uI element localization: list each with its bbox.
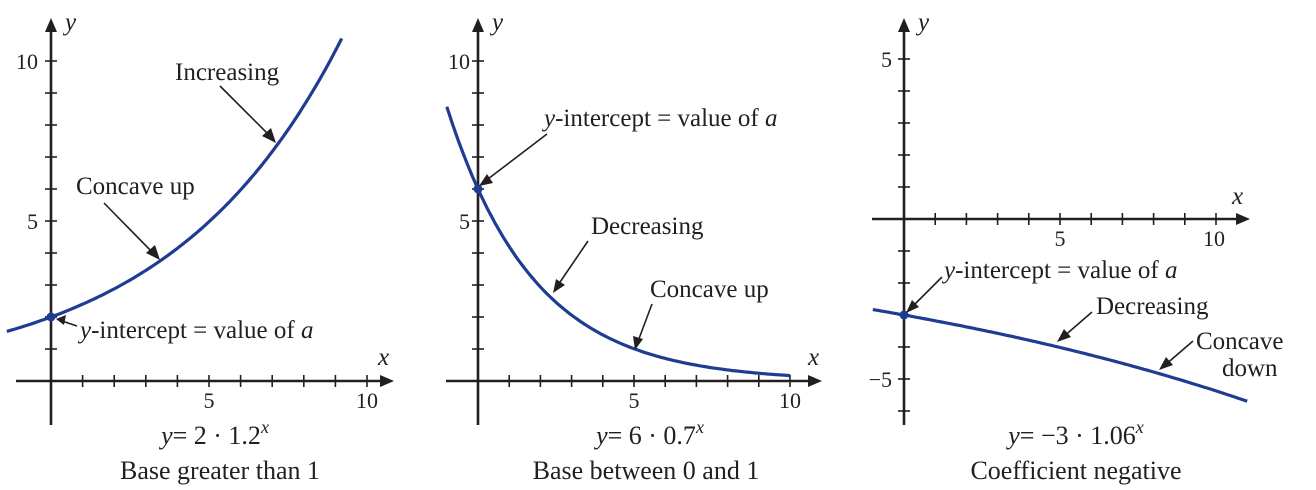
panel-1-annotation-concave-up: Concave up (76, 173, 195, 200)
panel-3-annotation-intercept-a: a (1165, 257, 1178, 284)
panel-2-x-arrow (808, 375, 822, 387)
panel-1-pointer-increasing (219, 85, 273, 139)
panel-1-equation-exponent: x (260, 417, 269, 437)
panel-2-caption: Base between 0 and 1 (533, 456, 760, 485)
panel-2-y-tick-label-10: 10 (448, 49, 470, 74)
panel-3-pointers (906, 276, 1194, 370)
panel-2-y-tick-label-5: 5 (459, 209, 470, 234)
panel-2-annotation-decreasing: Decreasing (591, 213, 704, 240)
panel-1-y-arrow (45, 18, 57, 32)
panel-3-x-axis-label: x (1231, 183, 1243, 210)
panel-2-pointer-decreasing-head (553, 279, 565, 293)
panel-2-pointer-concave-up-head (633, 336, 643, 350)
panel-3-y-tick-label-neg-5: −5 (869, 367, 892, 392)
panel-3-y-axis-label: y (915, 9, 930, 36)
panel-3-equation-rhs: = −3 · 1.06 (1020, 421, 1136, 450)
panel-2-annotation-intercept-a: a (765, 105, 778, 132)
panel-3-equation-y: y (1005, 421, 1020, 450)
panel-3-x-arrow (1236, 213, 1250, 225)
panel-1-pointers (56, 85, 276, 327)
panel-2-annotation-concave-up: Concave up (650, 276, 769, 303)
panel-3-annotation-concave: Concave (1196, 328, 1283, 355)
panel-3: 5 10 5 −5 x y y-intercept = value of a D… (869, 9, 1284, 485)
panel-2-curve (445, 106, 791, 378)
panel-3-x-tick-label-5: 5 (1055, 226, 1066, 251)
panel-1-x-tick-label-5: 5 (204, 388, 215, 413)
panel-1-pointer-concave-up-head (146, 245, 160, 260)
panel-2-pointers (479, 133, 653, 350)
panel-2-annotation-intercept-y: y (541, 105, 556, 132)
panel-1-y-tick-label-5: 5 (27, 209, 38, 234)
panel-3-pointer-decreasing-head (1057, 329, 1071, 342)
panel-2-x-tick-label-10: 10 (779, 388, 801, 413)
panel-2-pointer-intercept (483, 133, 548, 183)
panel-3-pointer-intercept-head (906, 300, 919, 313)
panel-3-annotation-intercept: y-intercept = value of a (941, 257, 1177, 284)
panel-1-pointer-concave-up (103, 202, 157, 257)
panel-3-annotation-intercept-y: y (941, 257, 956, 284)
panel-1-curve (6, 37, 344, 333)
panel-1: 5 10 5 10 x y Increasing Concave up y-in… (6, 9, 394, 485)
panel-2-annotation-intercept: y-intercept = value of a (541, 105, 777, 132)
panel-2-x-tick-label-5: 5 (629, 388, 640, 413)
panel-1-annotation-intercept-y: y (77, 317, 92, 344)
panel-2-intercept-point (473, 184, 483, 194)
panel-1-caption: Base greater than 1 (120, 456, 320, 485)
panel-3-x-tick-label-10: 10 (1203, 226, 1225, 251)
panel-3-y-tick-label-5: 5 (881, 47, 892, 72)
panel-3-caption: Coefficient negative (970, 456, 1181, 485)
panel-3-y-arrow (898, 18, 910, 32)
panel-1-x-axis-label: x (377, 344, 389, 371)
panel-3-axes (872, 18, 1250, 425)
panel-1-pointer-increasing-head (262, 128, 276, 143)
panel-3-equation-exponent: x (1135, 417, 1144, 437)
panel-3-annotation-intercept-text: -intercept = value of (955, 257, 1165, 284)
panel-2-equation-rhs: = 6 · 0.7 (608, 421, 696, 450)
panel-2-y-arrow (472, 18, 484, 32)
panel-3-annotation-down: down (1222, 355, 1278, 382)
panel-1-intercept-point (46, 312, 56, 322)
panel-1-pointer-intercept-head (56, 315, 66, 325)
panel-1-equation: y= 2 · 1.2x (158, 417, 269, 450)
panel-2: 5 10 5 10 x y y-intercept = value of a D… (445, 9, 822, 485)
panel-1-y-axis-label: y (62, 9, 77, 36)
panel-2-equation: y= 6 · 0.7x (593, 417, 704, 450)
panel-1-x-arrow (380, 375, 394, 387)
panel-2-pointer-decreasing (555, 240, 589, 289)
panel-1-annotation-intercept-text: -intercept = value of (91, 317, 301, 344)
panel-3-pointer-concave-down-head (1159, 357, 1173, 370)
panel-1-ticks (45, 60, 368, 387)
panel-2-equation-y: y (593, 421, 608, 450)
panel-3-annotation-decreasing: Decreasing (1096, 293, 1209, 320)
panel-2-pointer-intercept-head (479, 174, 493, 186)
panel-2-equation-exponent: x (695, 417, 704, 437)
panel-1-y-tick-label-10: 10 (16, 49, 38, 74)
panel-2-y-axis-label: y (489, 9, 504, 36)
panel-3-equation: y= −3 · 1.06x (1005, 417, 1144, 450)
panel-1-annotation-increasing: Increasing (175, 59, 280, 86)
panel-2-annotation-intercept-text: -intercept = value of (555, 105, 765, 132)
panel-1-equation-rhs: = 2 · 1.2 (173, 421, 261, 450)
panel-1-x-tick-label-10: 10 (356, 388, 378, 413)
panel-3-curve (872, 308, 1248, 403)
panel-1-annotation-intercept-a: a (301, 317, 314, 344)
panel-2-pointer-concave-up (636, 303, 653, 345)
panel-1-equation-y: y (158, 421, 173, 450)
panel-2-x-axis-label: x (807, 344, 819, 371)
panel-1-annotation-intercept: y-intercept = value of a (77, 317, 313, 344)
